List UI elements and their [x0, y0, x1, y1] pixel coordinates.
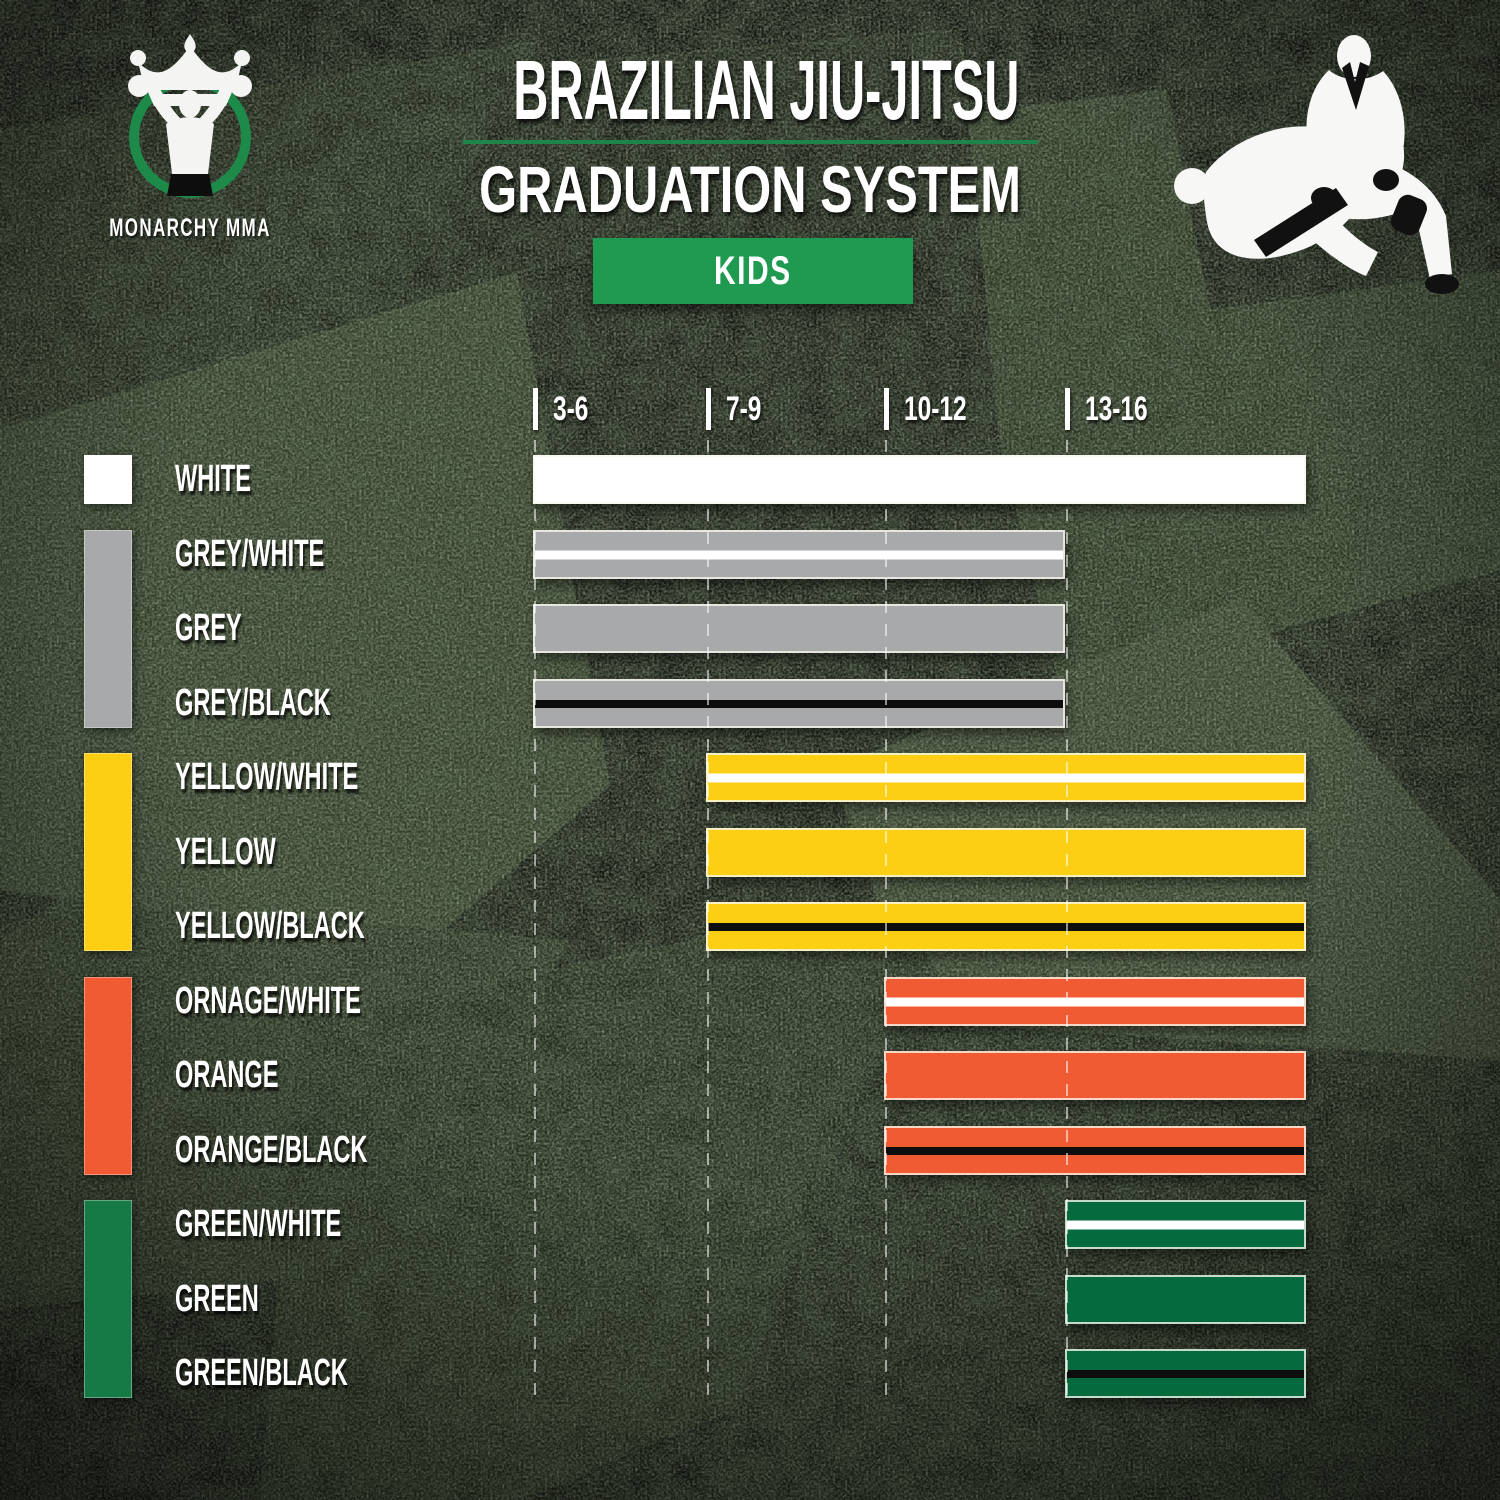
white-center-stripe	[1067, 1220, 1304, 1229]
belt-row-label: GREY	[175, 607, 242, 649]
white-center-stripe	[708, 773, 1304, 782]
monarchy-mma-logo: MONARCHY MMA	[55, 34, 325, 254]
age-tick-mark	[1065, 388, 1070, 430]
belt-color-swatch-orange	[84, 977, 132, 1175]
age-gridline	[1066, 440, 1068, 1402]
belt-bar	[1065, 1275, 1306, 1324]
belt-bar	[706, 753, 1306, 802]
belt-bar	[706, 828, 1306, 877]
belt-color-swatch-white	[84, 455, 132, 504]
white-center-stripe	[886, 997, 1304, 1006]
belt-row-label: GREY/BLACK	[175, 682, 331, 724]
page-subtitle: GRADUATION SYSTEM	[479, 152, 1021, 226]
belt-bar	[1065, 1349, 1306, 1398]
age-gridline	[707, 440, 709, 1402]
black-center-stripe	[886, 1146, 1304, 1155]
age-group-label: 7-9	[726, 390, 762, 428]
kids-category-badge: KIDS	[593, 238, 913, 304]
crown-fighter-icon	[128, 34, 252, 198]
belt-row-label: YELLOW/BLACK	[175, 905, 365, 947]
belt-row-label: YELLOW	[175, 831, 276, 873]
belt-row-label: GREEN/BLACK	[175, 1352, 348, 1394]
belt-color-swatch-yellow	[84, 753, 132, 951]
bjj-grappling-icon	[1174, 35, 1459, 294]
black-center-stripe	[535, 699, 1063, 708]
bjj-fighters-illustration	[1158, 24, 1478, 324]
kids-badge-label: KIDS	[714, 248, 792, 293]
belt-row-label: ORNAGE/WHITE	[175, 980, 361, 1022]
age-group-label: 3-6	[553, 390, 589, 428]
page-title: BRAZILIAN JIU-JITSU	[513, 43, 1020, 137]
belt-row-label: WHITE	[175, 458, 251, 500]
age-gridline	[885, 440, 887, 1402]
belt-bar	[533, 530, 1065, 579]
belt-row-label: ORANGE/BLACK	[175, 1129, 368, 1171]
age-group-label: 13-16	[1085, 390, 1148, 428]
black-center-stripe	[708, 922, 1304, 931]
belt-bar	[884, 977, 1306, 1026]
belt-bar	[533, 455, 1306, 504]
title-block: BRAZILIAN JIU-JITSU GRADUATION SYSTEM	[330, 0, 1170, 222]
belt-row-label: GREY/WHITE	[175, 533, 325, 575]
white-center-stripe	[535, 550, 1063, 559]
belt-color-swatch-grey	[84, 530, 132, 728]
belt-row-label: GREEN/WHITE	[175, 1203, 342, 1245]
belt-bar	[884, 1051, 1306, 1100]
belt-color-swatch-green	[84, 1200, 132, 1398]
belt-bar	[533, 604, 1065, 653]
belt-bar	[1065, 1200, 1306, 1249]
belt-bar	[884, 1126, 1306, 1175]
title-underline	[462, 140, 1038, 144]
age-tick-mark	[706, 388, 711, 430]
black-center-stripe	[1067, 1369, 1304, 1378]
age-tick-mark	[533, 388, 538, 430]
age-gridline	[534, 440, 536, 1402]
belt-row-label: ORANGE	[175, 1054, 279, 1096]
belt-bar	[706, 902, 1306, 951]
belt-row-label: GREEN	[175, 1278, 259, 1320]
belt-bar	[533, 679, 1065, 728]
age-group-label: 10-12	[904, 390, 967, 428]
age-tick-mark	[884, 388, 889, 430]
belt-row-label: YELLOW/WHITE	[175, 756, 359, 798]
brand-name: MONARCHY MMA	[109, 214, 271, 242]
